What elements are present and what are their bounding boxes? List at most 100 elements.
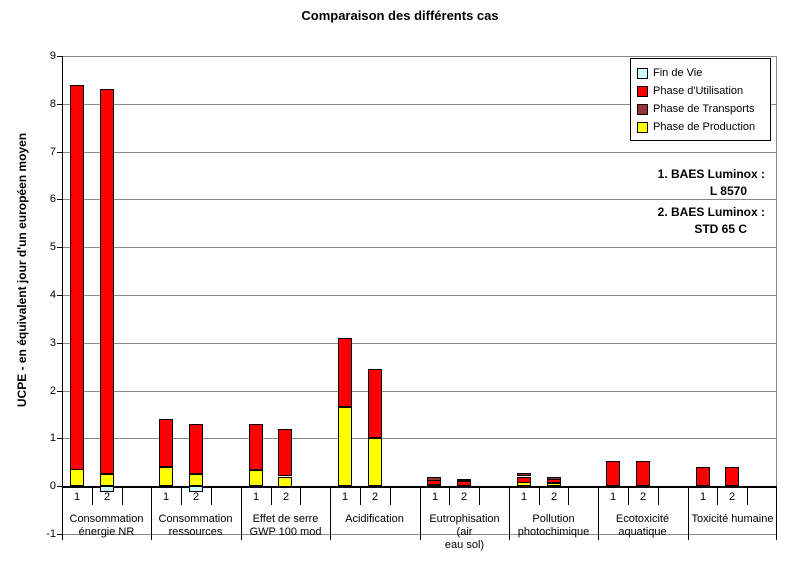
bar-label: 2 bbox=[282, 491, 290, 503]
bar-label: 1 bbox=[162, 491, 170, 503]
bar-segment-transports bbox=[517, 473, 531, 476]
category-separator bbox=[688, 486, 689, 540]
bar-label: 2 bbox=[550, 491, 558, 503]
category-label: Ecotoxicité aquatique bbox=[598, 513, 687, 539]
category-label-line: Eutrophisation (air bbox=[429, 513, 500, 538]
legend-label: Phase de Transports bbox=[653, 103, 755, 115]
bar-segment-utilisation bbox=[100, 89, 114, 474]
bar-label: 2 bbox=[103, 491, 111, 503]
slot-tick bbox=[122, 486, 123, 505]
legend-label: Fin de Vie bbox=[653, 67, 703, 79]
category-label-line: eau sol) bbox=[444, 539, 485, 551]
bar-segment-production bbox=[338, 407, 352, 486]
category-label: Consommation ressources bbox=[151, 513, 240, 539]
bar-label: 1 bbox=[431, 491, 439, 503]
gridline-y8 bbox=[62, 104, 777, 105]
category-separator bbox=[62, 486, 63, 540]
legend-item: Phase de Transports bbox=[637, 100, 764, 118]
annotation-line: STD 65 C bbox=[694, 222, 747, 236]
legend-swatch-phase-d-utilisation bbox=[637, 85, 648, 97]
category-label: Pollution photochimique bbox=[509, 513, 598, 539]
category-label-line: Consommation bbox=[158, 513, 233, 525]
y-tick-label: 8 bbox=[49, 97, 56, 110]
gridline-y3 bbox=[62, 343, 777, 344]
y-tick-mark bbox=[57, 247, 62, 248]
bar-label: 2 bbox=[639, 491, 647, 503]
category-label-line: Ecotoxicité bbox=[615, 513, 670, 525]
gridline-y-1 bbox=[62, 534, 777, 535]
category-separator bbox=[420, 486, 421, 540]
gridline-y7 bbox=[62, 152, 777, 153]
gridline-y6 bbox=[62, 199, 777, 200]
legend-item: Fin de Vie bbox=[637, 64, 764, 82]
category-label-line: Consommation bbox=[69, 513, 144, 525]
gridline-y4 bbox=[62, 295, 777, 296]
y-tick-mark bbox=[57, 438, 62, 439]
bar-label: 2 bbox=[460, 491, 468, 503]
slot-tick bbox=[92, 486, 93, 505]
plot-area: 1 2 Consommation énergie NR 1 2 Consommation re… bbox=[62, 56, 777, 560]
y-tick-mark bbox=[57, 295, 62, 296]
x-axis-line bbox=[62, 486, 777, 488]
legend: Fin de Vie Phase d'Utilisation Phase de Tr… bbox=[630, 58, 771, 141]
gridline-y9 bbox=[62, 56, 777, 57]
category-label-line: aquatique bbox=[618, 526, 667, 538]
gridline-y1 bbox=[62, 438, 777, 439]
slot-tick bbox=[390, 486, 391, 505]
slot-tick bbox=[211, 486, 212, 505]
bar-segment-utilisation bbox=[636, 461, 650, 486]
y-tick-label: 2 bbox=[49, 384, 56, 397]
bar-segment-production bbox=[249, 470, 263, 486]
plot-right-border bbox=[776, 56, 777, 540]
annotation-block: 1. BAES Luminox : L 8570 2. BAES Luminox :… bbox=[565, 166, 765, 242]
bar-segment-transports bbox=[427, 477, 441, 481]
annotation-line: 1. BAES Luminox : bbox=[657, 167, 765, 181]
bar-segment-production bbox=[70, 469, 84, 486]
bar-segment-production bbox=[100, 474, 114, 486]
y-tick-mark bbox=[57, 391, 62, 392]
bar-segment-utilisation bbox=[249, 424, 263, 470]
slot-tick bbox=[479, 486, 480, 505]
slot-tick bbox=[747, 486, 748, 505]
legend-item: Phase de Production bbox=[637, 118, 764, 136]
y-tick-mark bbox=[57, 534, 62, 535]
y-axis-line bbox=[62, 56, 63, 534]
category-label-line: photochimique bbox=[517, 526, 590, 538]
bar-segment-utilisation bbox=[696, 467, 710, 486]
y-tick-mark bbox=[57, 56, 62, 57]
category-separator bbox=[598, 486, 599, 540]
bar-segment-utilisation bbox=[338, 338, 352, 407]
y-tick-label: 9 bbox=[49, 50, 56, 62]
category-label-line: Effet de serre bbox=[252, 513, 319, 525]
slot-tick bbox=[628, 486, 629, 505]
y-tick-mark bbox=[57, 486, 62, 487]
annotation-group: 2. BAES Luminox : STD 65 C bbox=[565, 204, 765, 238]
bar-segment-utilisation bbox=[278, 429, 292, 476]
gridline-y5 bbox=[62, 247, 777, 248]
slot-tick bbox=[271, 486, 272, 505]
y-tick-label: 4 bbox=[49, 289, 56, 301]
category-label-line: Toxicité humaine bbox=[691, 513, 774, 525]
slot-tick bbox=[568, 486, 569, 505]
annotation-line: 2. BAES Luminox : bbox=[657, 205, 765, 219]
bar-segment-utilisation bbox=[457, 481, 471, 486]
bar-segment-utilisation bbox=[70, 85, 84, 470]
bar-segment-utilisation bbox=[159, 419, 173, 467]
bar-segment-utilisation bbox=[517, 477, 531, 483]
legend-swatch-fin-de-vie bbox=[637, 67, 648, 79]
bar-segment-production bbox=[159, 467, 173, 486]
bar-segment-fin_de_vie bbox=[189, 486, 203, 492]
bar-label: 1 bbox=[520, 491, 528, 503]
y-tick-mark bbox=[57, 104, 62, 105]
category-separator bbox=[776, 486, 777, 540]
bar-label: 1 bbox=[341, 491, 349, 503]
legend-swatch-phase-de-transports bbox=[637, 103, 648, 115]
legend-item: Phase d'Utilisation bbox=[637, 82, 764, 100]
y-axis-title: UCPE - en équivalent jour d'un européen … bbox=[15, 132, 29, 408]
bar-label: 1 bbox=[699, 491, 707, 503]
slot-tick bbox=[658, 486, 659, 505]
category-label: Eutrophisation (air eau sol) bbox=[420, 513, 509, 552]
category-label: Acidification bbox=[330, 513, 419, 526]
bar-segment-fin_de_vie bbox=[100, 486, 114, 492]
category-separator bbox=[241, 486, 242, 540]
